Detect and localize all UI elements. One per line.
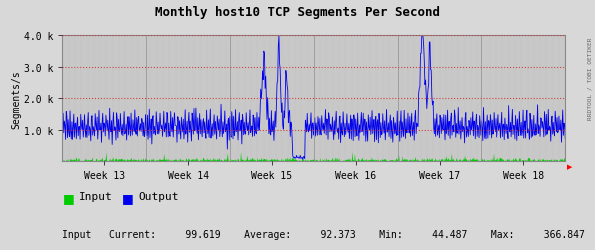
Text: Monthly host10 TCP Segments Per Second: Monthly host10 TCP Segments Per Second xyxy=(155,6,440,19)
Text: ■: ■ xyxy=(122,191,134,204)
Text: Input   Current:     99.619    Average:     92.373    Min:     44.487    Max:   : Input Current: 99.619 Average: 92.373 Mi… xyxy=(62,229,585,239)
Text: RRDTOOL / TOBI OETIKER: RRDTOOL / TOBI OETIKER xyxy=(587,38,592,120)
Text: ▶: ▶ xyxy=(567,164,572,170)
Text: ■: ■ xyxy=(62,191,74,204)
Y-axis label: Segments/s: Segments/s xyxy=(11,70,21,128)
Text: Output: Output xyxy=(139,191,179,201)
Text: Input: Input xyxy=(79,191,113,201)
